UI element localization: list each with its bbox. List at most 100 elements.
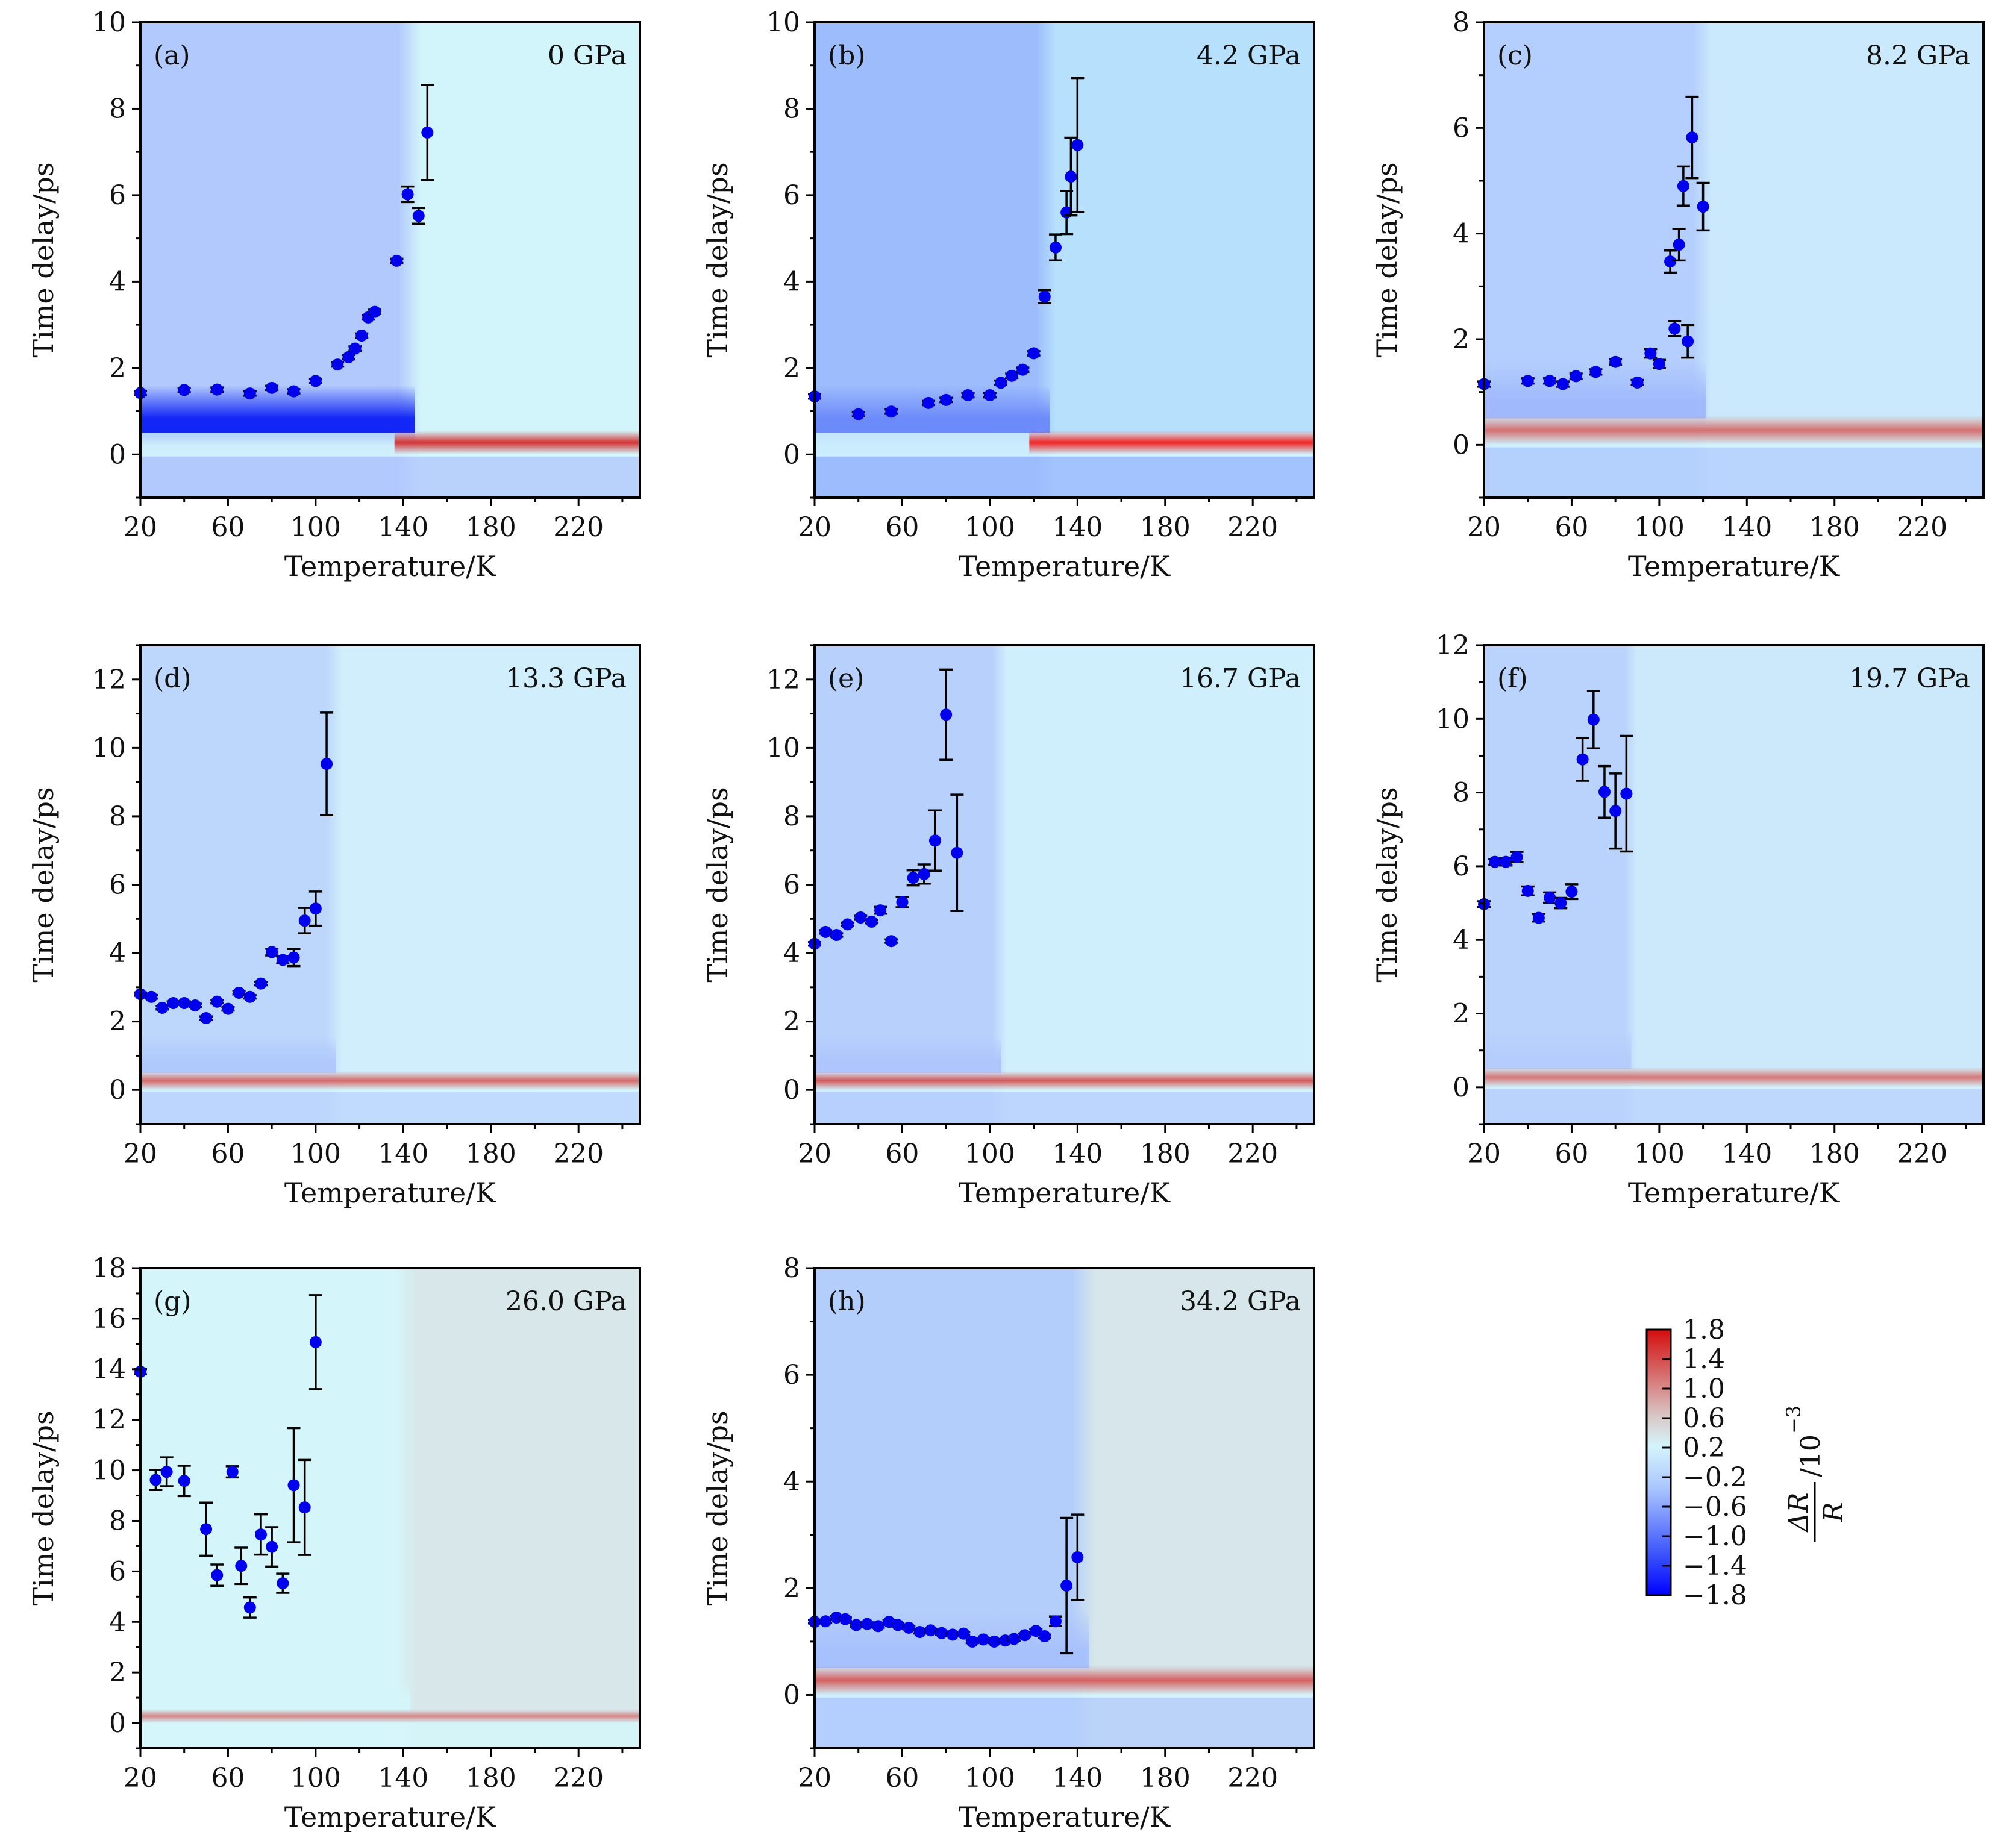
y-tick-label: 4	[783, 1466, 800, 1497]
data-point	[896, 896, 909, 908]
heatmap-positive-band	[1029, 430, 1314, 455]
colorbar-title-denominator: R	[1818, 1502, 1849, 1522]
x-tick-label: 60	[885, 512, 919, 543]
data-point	[1006, 369, 1018, 382]
x-axis: 20 60 100 140 180 220 Temperature/K	[798, 498, 1298, 583]
data-point	[928, 834, 941, 847]
y-tick-label: 18	[92, 1253, 126, 1284]
heatmap-pre-zero-region	[1484, 447, 1983, 498]
y-tick-label: 2	[783, 1007, 800, 1037]
data-point	[1019, 1629, 1031, 1642]
data-point	[287, 385, 300, 398]
data-point	[903, 1621, 915, 1634]
data-point	[1544, 375, 1556, 387]
data-point	[1049, 241, 1062, 254]
data-point	[957, 1627, 970, 1640]
heatmap-positive-band	[815, 1071, 1314, 1090]
x-tick-label: 180	[1140, 1763, 1191, 1793]
x-tick-label: 220	[1897, 512, 1947, 543]
y-tick-label: 6	[109, 180, 126, 211]
colorbar-tick-label: −1.4	[1683, 1551, 1747, 1581]
data-points	[1477, 690, 1633, 924]
colorbar-gradient	[1645, 1328, 1672, 1596]
x-tick-label: 100	[290, 512, 341, 543]
panel-label: (d)	[154, 663, 192, 694]
data-point	[277, 954, 289, 966]
colorbar-tick-label: 1.0	[1683, 1374, 1725, 1404]
data-points	[1477, 95, 1710, 390]
x-axis: 20 60 100 140 180 220 Temperature/K	[124, 498, 624, 583]
data-point	[1521, 884, 1534, 897]
panel-label: (g)	[154, 1286, 192, 1317]
data-point	[160, 1466, 173, 1478]
heatmap	[815, 22, 1314, 498]
y-tick-label: 0	[1453, 430, 1470, 460]
x-axis-title: Temperature/K	[959, 1801, 1171, 1832]
y-tick-label: 10	[766, 7, 800, 38]
x-tick-label: 60	[211, 512, 245, 543]
heatmap-low-temperature-region	[140, 1268, 417, 1748]
data-point	[331, 358, 344, 371]
panel-label: (a)	[154, 40, 190, 71]
x-tick-label: 20	[798, 1139, 831, 1169]
colorbar-tick-label: −0.6	[1683, 1492, 1747, 1522]
y-axis: 0 2 4 6 8 10 12 14 16 18 Time delay/ps	[27, 1253, 140, 1749]
pressure-label: 4.2 GPa	[1197, 40, 1301, 71]
plot-frame	[1483, 644, 1985, 1125]
data-point	[1631, 376, 1644, 389]
pressure-label: 26.0 GPa	[506, 1286, 627, 1317]
heatmap	[140, 22, 640, 498]
y-tick-label: 0	[783, 439, 800, 470]
data-point	[892, 1619, 904, 1631]
y-axis-title: Time delay/ps	[27, 787, 60, 982]
panel-f: 20 60 100 140 180 220 Temperature/K 0 2 4 6 8 10 12 Ti…	[1371, 630, 1985, 1209]
data-point	[1653, 358, 1665, 370]
heatmap-pre-zero-region	[815, 456, 1314, 498]
data-point	[211, 995, 224, 1008]
data-point	[321, 758, 333, 771]
y-tick-label: 6	[1453, 851, 1470, 882]
colorbar-ticks: 1.81.41.00.60.2−0.2−0.6−1.0−1.4−1.8	[1662, 1315, 1747, 1611]
y-tick-label: 2	[783, 1573, 800, 1604]
panel-label: (f)	[1497, 663, 1528, 694]
y-axis-title: Time delay/ps	[27, 1410, 60, 1605]
data-point	[854, 911, 867, 924]
x-axis-title: Temperature/K	[284, 1801, 497, 1832]
panel-label: (c)	[1497, 40, 1533, 71]
data-point	[1644, 347, 1657, 360]
x-axis-title: Temperature/K	[959, 1177, 1171, 1209]
y-axis: 0 2 4 6 8 10 Time delay/ps	[27, 7, 140, 499]
data-point	[1071, 139, 1084, 151]
data-point	[885, 935, 898, 948]
y-tick-label: 2	[783, 353, 800, 384]
data-point	[211, 1569, 224, 1581]
x-tick-label: 60	[885, 1139, 919, 1169]
heatmap	[1484, 22, 1983, 498]
plot-frame	[1483, 21, 1985, 499]
data-point	[1570, 370, 1582, 383]
data-point	[940, 393, 953, 406]
pressure-label: 19.7 GPa	[1849, 663, 1970, 694]
x-axis-title: Temperature/K	[1628, 1177, 1841, 1209]
data-point	[819, 1615, 832, 1628]
y-tick-label: 2	[1453, 324, 1470, 355]
data-point	[1489, 855, 1501, 868]
panel-e: 20 60 100 140 180 220 Temperature/K 0 2 4 6 8 10 12 Ti…	[701, 644, 1315, 1209]
x-tick-label: 220	[553, 1139, 604, 1169]
x-axis: 20 60 100 140 180 220 Temperature/K	[798, 1748, 1298, 1832]
data-points	[134, 1294, 322, 1619]
data-point	[935, 1627, 948, 1639]
data-point	[309, 375, 322, 387]
y-tick-label: 6	[783, 180, 800, 211]
data-point	[966, 1635, 978, 1648]
plot-frame	[139, 21, 641, 499]
heatmap-positive-band	[140, 1071, 640, 1090]
data-point	[1038, 1630, 1051, 1643]
data-point	[1673, 239, 1685, 251]
panel-label: (e)	[828, 663, 864, 694]
x-axis-title: Temperature/K	[1628, 550, 1841, 583]
y-tick-label: 4	[1453, 219, 1470, 249]
data-point	[962, 389, 974, 402]
x-tick-label: 140	[378, 1139, 428, 1169]
heatmap	[815, 645, 1314, 1124]
